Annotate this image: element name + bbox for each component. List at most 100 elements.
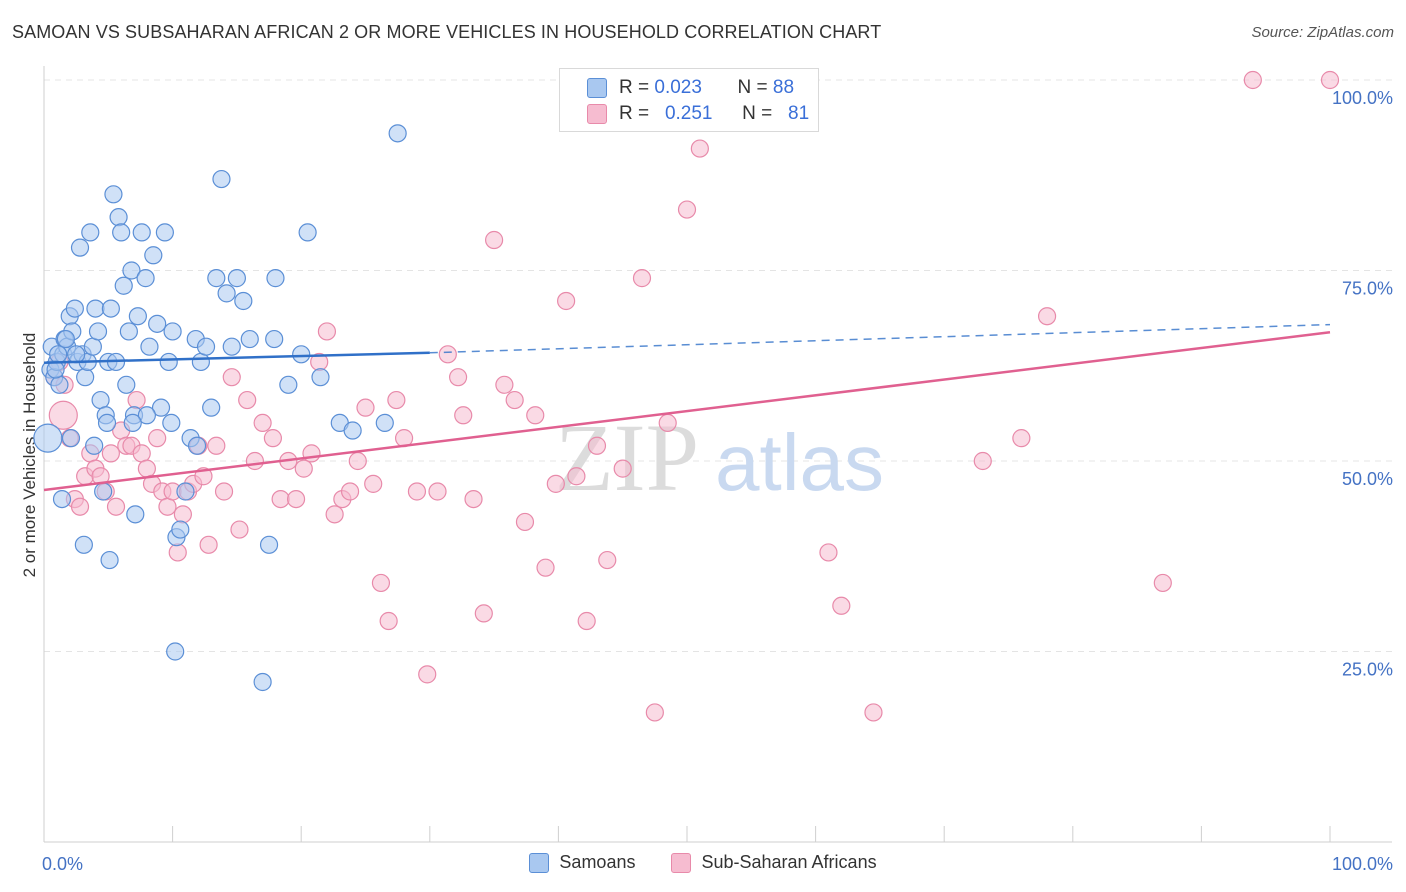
samoan-point (163, 322, 182, 341)
subsaharan-point (418, 665, 437, 684)
subsaharan-point (485, 230, 504, 250)
subsaharan-point (387, 390, 406, 410)
y-tick-label: 25.0% (1342, 660, 1393, 680)
subsaharan-point (106, 497, 126, 516)
subsaharan-point (448, 368, 468, 387)
subsaharan-point (132, 444, 151, 463)
subsaharan-point (832, 596, 851, 615)
samoan-point (61, 429, 81, 448)
axes (43, 66, 1392, 843)
subsaharan-point (454, 406, 473, 425)
samoan-point (100, 550, 119, 570)
samoan-point (311, 368, 330, 387)
subsaharan-point (379, 611, 398, 631)
trend-lines (43, 323, 1331, 492)
subsaharan-point (302, 444, 321, 463)
subsaharan-point (474, 604, 493, 623)
subsaharan-point (598, 550, 617, 570)
legend-label-samoans: Samoans (559, 852, 636, 872)
subsaharan-point (515, 512, 535, 532)
n-value: 88 (772, 77, 795, 98)
subsaharan-point (677, 200, 697, 219)
samoan-point (217, 284, 236, 303)
subsaharan-point (214, 482, 234, 501)
samoan-point (162, 413, 181, 432)
subsaharan-point (271, 490, 290, 509)
samoan-point (86, 299, 105, 318)
samoan-point (298, 223, 317, 242)
samoan-point (56, 329, 75, 349)
legend-row-samoans: R = 0.023 N = 88 (587, 76, 794, 100)
samoan-point (234, 291, 253, 311)
legend-item-samoans[interactable]: Samoans (529, 852, 635, 873)
samoan-point (46, 360, 65, 379)
subsaharan-point (690, 139, 709, 158)
samoan-point (117, 375, 136, 394)
samoan-point (74, 535, 93, 554)
subsaharan-point (464, 490, 483, 509)
source-label: Source: ZipAtlas.com (1251, 24, 1394, 41)
subsaharan-point (864, 703, 883, 722)
samoan-point (207, 269, 226, 288)
samoan-point (76, 368, 95, 387)
samoan-point (50, 375, 69, 394)
subsaharan-point (137, 459, 156, 478)
samoan-point (266, 269, 285, 288)
subsaharan-point (658, 413, 677, 432)
subsaharan-point (173, 505, 192, 524)
subsaharan-point (127, 390, 146, 410)
subsaharan-point (577, 611, 596, 631)
samoan-point (259, 535, 279, 554)
x-tick-label: 0.0% (42, 854, 83, 874)
samoan-point (97, 413, 117, 432)
samoans-swatch (529, 852, 550, 873)
subsaharan-point (613, 459, 632, 478)
subsaharan-point (238, 390, 257, 410)
samoan-point (187, 436, 207, 455)
samoan-point (343, 421, 362, 440)
samoans-trend-extension (429, 323, 1331, 354)
subsaharan-swatch (587, 104, 607, 124)
samoan-point (279, 375, 298, 394)
gridlines (44, 79, 1392, 652)
subsaharan-point (587, 436, 607, 455)
samoan-point (33, 423, 63, 453)
samoan-point (104, 185, 123, 204)
r-value: 0.251 (664, 103, 713, 124)
n-label: N = (737, 77, 768, 98)
samoan-point (137, 406, 156, 425)
samoan-point (136, 269, 155, 288)
samoan-point (265, 329, 284, 349)
subsaharan-point (325, 505, 344, 524)
samoan-point (126, 505, 145, 524)
x-tick-label: 100.0% (1332, 854, 1393, 874)
samoan-point (171, 520, 190, 539)
subsaharan-point (70, 497, 90, 516)
samoan-point (81, 223, 100, 242)
subsaharan-point (567, 467, 586, 486)
subsaharan-point (348, 451, 367, 471)
subsaharan-point (317, 322, 337, 341)
subsaharan-point (230, 520, 249, 539)
legend-row-subsaharan: R = 0.251 N = 81 (587, 102, 809, 126)
chart-title: SAMOAN VS SUBSAHARAN AFRICAN 2 OR MORE V… (12, 22, 882, 42)
watermark-atlas: atlas (715, 418, 884, 507)
samoan-point (148, 314, 167, 333)
subsaharan-trend-line (43, 330, 1331, 492)
subsaharan-point (973, 451, 992, 471)
r-label: R = (619, 103, 650, 124)
n-label: N = (742, 103, 773, 124)
r-label: R = (619, 77, 650, 98)
subsaharan-point (286, 490, 306, 509)
subsaharan-point (526, 406, 545, 425)
samoans-trend-line (43, 351, 430, 364)
samoan-point (101, 299, 120, 318)
samoan-point (222, 337, 241, 356)
legend-item-subsaharan[interactable]: Sub-Saharan Africans (671, 852, 877, 873)
subsaharan-point (645, 703, 664, 722)
samoan-point (112, 223, 131, 242)
subsaharan-point (207, 436, 226, 455)
subsaharan-point (505, 390, 524, 410)
y-tick-label: 100.0% (1332, 88, 1393, 108)
subsaharan-point (340, 482, 360, 501)
